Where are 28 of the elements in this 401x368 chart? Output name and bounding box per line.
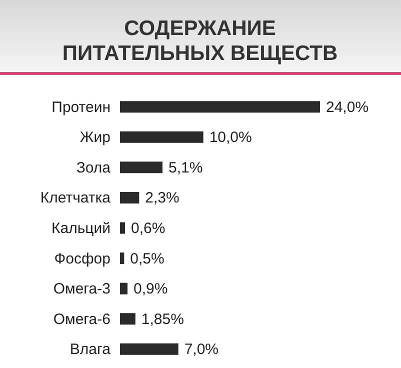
data-label: 2,3% xyxy=(145,190,180,207)
bar xyxy=(120,101,320,113)
y-tick-label: Влага xyxy=(70,341,112,358)
data-label: 1,85% xyxy=(141,310,184,328)
bar xyxy=(120,343,178,355)
y-tick-label: Протеин xyxy=(52,98,110,116)
bar xyxy=(120,131,204,143)
bar xyxy=(120,313,136,325)
y-tick-label: Зола xyxy=(76,159,112,176)
data-label: 7,0% xyxy=(184,341,219,358)
y-tick-label: Фосфор xyxy=(54,250,110,268)
data-label: 10,0% xyxy=(209,129,252,146)
data-label: 0,6% xyxy=(131,220,166,237)
bar xyxy=(120,282,128,294)
data-label: 0,5% xyxy=(130,250,164,268)
chart-title: СОДЕРЖАНИЕ ПИТАТЕЛЬНЫХ ВЕЩЕСТВ xyxy=(62,17,338,65)
data-label: 5,1% xyxy=(168,159,203,176)
bar xyxy=(120,192,140,204)
y-tick-label: Омега-6 xyxy=(53,310,110,328)
y-tick-label: Омега-3 xyxy=(53,280,110,298)
bar xyxy=(120,162,162,174)
bar xyxy=(120,252,124,264)
y-tick-label: Клетчатка xyxy=(40,190,112,207)
data-label: 0,9% xyxy=(134,280,168,298)
y-tick-label: Кальций xyxy=(52,220,110,237)
bar xyxy=(120,222,125,234)
data-label: 24,0% xyxy=(326,98,369,116)
y-tick-label: Жир xyxy=(80,129,110,146)
